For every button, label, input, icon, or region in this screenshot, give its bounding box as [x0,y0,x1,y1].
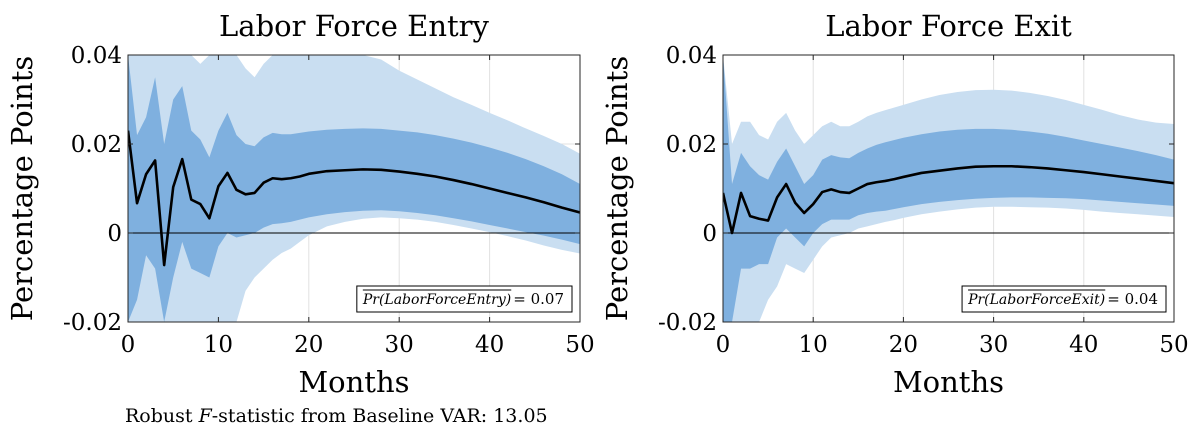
y-tick-label: 0.04 [71,43,122,69]
x-tick-label: 20 [294,332,323,358]
x-tick-label: 40 [1069,332,1098,358]
impulse-response-line [723,164,1174,235]
x-tick-label: 30 [385,332,414,358]
x-tick-label: 0 [121,332,136,358]
axes-box [722,54,1175,323]
y-tick-label: 0.04 [666,43,717,69]
plot-area [723,55,1174,322]
x-axis-label: Months [298,365,409,399]
confidence-band-inner [723,55,1174,322]
x-tick-label: 20 [889,332,918,358]
y-tick-label: -0.02 [658,310,717,336]
footer-prefix: Robust [125,405,199,427]
x-tick-label: 30 [979,332,1008,358]
x-tick-label: 50 [565,332,594,358]
plot-area [128,55,580,322]
footer-caption: Robust F-statistic from Baseline VAR: 13… [125,405,548,427]
y-tick-label: 0 [702,221,717,247]
annotation-label: Pr(LaborForceEntry) [362,292,511,308]
confidence-band-inner [128,55,580,322]
footer-suffix: -statistic from Baseline VAR: 13.05 [211,405,548,427]
chart-title: Labor Force Exit [825,9,1072,43]
footer-f-symbol: F [198,405,212,427]
x-axis-label: Months [893,365,1004,399]
x-tick-label: 10 [204,332,233,358]
y-axis-label: Percentage Points [600,56,634,322]
annotation-label: Pr(LaborForceExit) [967,292,1105,308]
y-axis-label: Percentage Points [5,56,39,322]
annotation-value: = 0.07 [513,290,564,308]
chart-title: Labor Force Entry [219,9,489,43]
y-tick-label: 0 [107,221,122,247]
x-tick-label: 0 [716,332,731,358]
annotation-value: = 0.04 [1107,290,1158,308]
annotation-box: Pr(LaborForceExit) = 0.04 [961,285,1167,313]
annotation-box: Pr(LaborForceEntry) = 0.07 [356,285,573,313]
x-tick-label: 50 [1159,332,1188,358]
axes-box [127,54,581,323]
y-tick-label: 0.02 [666,132,717,158]
y-tick-label: 0.02 [71,132,122,158]
impulse-response-line [128,130,580,267]
x-tick-label: 10 [799,332,828,358]
y-tick-label: -0.02 [63,310,122,336]
x-tick-label: 40 [475,332,504,358]
